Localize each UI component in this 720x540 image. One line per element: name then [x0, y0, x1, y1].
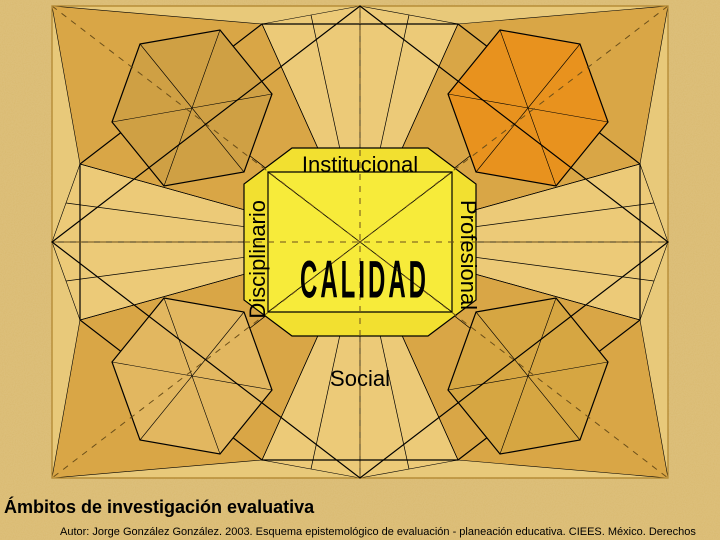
label-right: Profesional	[455, 200, 481, 310]
diagram-stage: Institucional Social Disciplinario Profe…	[0, 0, 720, 540]
label-center: CALIDAD	[300, 251, 420, 313]
caption: Ámbitos de investigación evaluativa	[4, 497, 314, 518]
credit-line: Autor: Jorge González González. 2003. Es…	[60, 526, 720, 538]
label-left: Disciplinario	[245, 200, 271, 319]
label-bottom: Social	[0, 366, 720, 392]
label-top: Institucional	[0, 152, 720, 178]
